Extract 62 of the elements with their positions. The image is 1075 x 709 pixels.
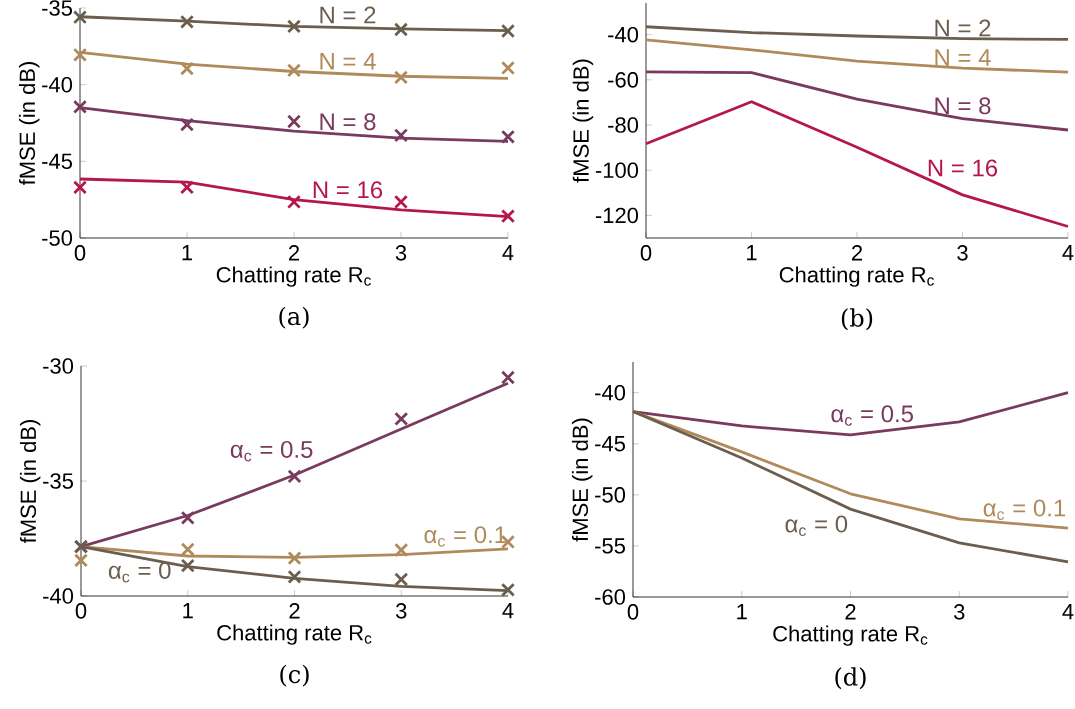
series-label: α$_{c}$ = 0.1: [983, 499, 1066, 521]
x-tick-label: 3: [395, 603, 407, 619]
x-tick-label: 3: [953, 604, 965, 620]
y-tick-label: -80: [608, 117, 639, 133]
y-tick-label: -40: [595, 384, 626, 401]
y-tick-label: -45: [595, 436, 625, 452]
x-tick-label: 4: [1062, 245, 1074, 261]
y-tick-label: -60: [595, 589, 626, 605]
series-label: N = 8: [320, 113, 376, 131]
x-axis-title: Chatting rate R$_{c}$: [779, 266, 934, 287]
series-label: N = 4: [320, 52, 376, 70]
y-tick-label: -100: [595, 162, 639, 179]
y-tick-label: -60: [608, 72, 639, 88]
x-tick-label: 4: [1062, 604, 1074, 620]
series-label: N = 8: [935, 97, 991, 115]
x-tick-label: 2: [289, 603, 300, 619]
x-tick-label: 4: [502, 245, 514, 261]
text: (a): [279, 306, 309, 329]
y-tick-label: -35: [42, 0, 72, 16]
series-label: N = 16: [313, 181, 383, 199]
y-tick-label: -40: [42, 76, 73, 93]
x-axis-title: Chatting rate R$_{c}$: [773, 625, 928, 646]
x-tick-label: 4: [502, 603, 514, 619]
x-axis-title: Chatting rate R$_{c}$: [216, 266, 371, 287]
x-tick-label: 0: [640, 245, 652, 261]
text: (d): [835, 667, 866, 690]
y-tick-label: -45: [42, 153, 72, 170]
x-axis-title: Chatting rate R$_{c}$: [217, 624, 372, 645]
series-label: N = 4: [935, 49, 991, 66]
y-axis-title: fMSE (in dB): [18, 62, 40, 186]
y-axis-title: fMSE (in dB): [571, 418, 593, 542]
x-tick-label: 0: [75, 603, 87, 619]
text: (b): [841, 308, 873, 331]
x-tick-label: 2: [288, 245, 300, 261]
series-label: N = 2: [935, 19, 991, 37]
y-tick-label: -35: [43, 473, 73, 489]
x-tick-label: 2: [845, 604, 856, 620]
series-label: N = 2: [320, 6, 376, 24]
text: (c): [280, 664, 309, 687]
y-tick-label: -50: [42, 230, 73, 246]
x-tick-label: 2: [851, 245, 863, 261]
x-tick-label: 3: [957, 245, 968, 261]
x-tick-label: 3: [395, 245, 407, 261]
y-tick-label: -40: [608, 26, 639, 43]
x-tick-label: 1: [182, 245, 193, 261]
series-label: α$_{c}$ = 0.1: [424, 526, 506, 547]
x-tick-label: 1: [747, 245, 757, 261]
y-tick-label: -50: [595, 487, 626, 503]
series-label: α$_{c}$ = 0.5: [230, 440, 313, 462]
series-label: N = 16: [928, 159, 998, 177]
y-tick-label: -55: [595, 538, 625, 554]
x-tick-label: 1: [737, 604, 747, 620]
series-label: α$_{c}$ = 0: [785, 515, 848, 537]
y-tick-label: -30: [43, 358, 74, 374]
y-tick-label: -120: [595, 207, 639, 224]
x-tick-label: 0: [627, 604, 639, 620]
y-axis-title: fMSE (in dB): [572, 59, 594, 183]
y-axis-title: fMSE (in dB): [19, 420, 41, 544]
series-label: α$_{c}$ = 0.5: [831, 405, 914, 426]
x-tick-label: 0: [74, 245, 86, 261]
y-tick-label: -40: [43, 588, 74, 604]
x-tick-label: 1: [183, 603, 193, 619]
